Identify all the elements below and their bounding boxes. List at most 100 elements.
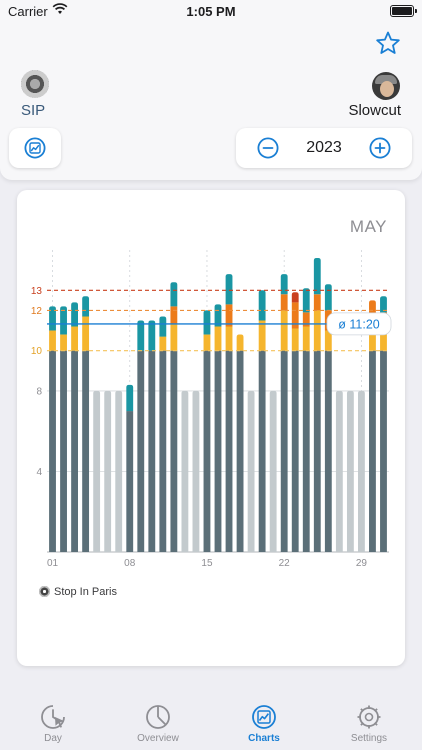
bar-segment-off <box>104 390 112 552</box>
bar-segment-off <box>192 390 200 552</box>
bar-segment-base <box>313 350 321 552</box>
bar-segment-teal <box>148 320 156 351</box>
gear-icon <box>357 705 381 729</box>
minus-circle-icon[interactable] <box>257 137 279 159</box>
bar-segment-off <box>269 390 277 552</box>
tab-overview-label: Overview <box>137 733 179 744</box>
y-tick-label: 13 <box>31 286 43 297</box>
y-tick-label: 8 <box>36 386 42 397</box>
bar-segment-off <box>247 390 255 552</box>
right-profile-label[interactable]: Slowcut <box>348 102 401 119</box>
x-tick-label: 22 <box>279 558 291 569</box>
bar-segment-yellow <box>170 324 178 351</box>
bar-segment-yellow <box>82 316 90 351</box>
bar-segment-teal <box>324 284 332 311</box>
status-bar: Carrier 1:05 PM <box>0 0 422 24</box>
bar-segment-off <box>357 390 365 552</box>
bar-segment-yellow <box>236 334 244 351</box>
chart-card: MAY 4 8 10 12 13 01 08 15 22 29 ø 11:20 Stop In Pa… <box>17 190 405 666</box>
star-icon[interactable] <box>375 30 401 56</box>
x-tick-label: 29 <box>356 558 368 569</box>
wifi-icon <box>52 3 68 14</box>
tab-bar: Day Overview Charts Settings <box>0 700 422 750</box>
tab-charts[interactable]: Charts <box>219 704 309 744</box>
bar-segment-base <box>71 350 79 552</box>
user-avatar-right[interactable] <box>372 72 400 100</box>
left-profile-label[interactable]: SIP <box>21 102 46 119</box>
chart-toggle-button[interactable] <box>9 128 61 168</box>
bar-segment-yellow <box>60 334 67 351</box>
bar-segment-base <box>225 350 233 552</box>
x-tick-label: 15 <box>201 558 213 569</box>
bar-segment-teal <box>159 316 167 337</box>
bar-segment-off <box>93 390 101 552</box>
bar-segment-base <box>159 350 167 552</box>
average-label: ø 11:20 <box>338 317 380 331</box>
bar-segment-orange <box>280 294 288 311</box>
chart-line-icon <box>252 705 276 729</box>
bar-segment-teal <box>170 282 178 307</box>
bar-segment-teal <box>380 296 387 313</box>
bar-segment-base <box>170 350 178 552</box>
bar-segment-base <box>214 350 222 552</box>
bar-segment-teal <box>258 290 266 321</box>
clock-time: 1:05 PM <box>186 4 236 19</box>
bar-segment-teal <box>82 296 90 317</box>
bar-segment-teal <box>214 304 222 327</box>
bar-segment-base <box>236 350 244 552</box>
bar-segment-off <box>181 390 189 552</box>
tab-charts-label: Charts <box>248 733 280 744</box>
tab-settings-label: Settings <box>350 733 388 744</box>
chart-legend: Stop In Paris <box>39 586 117 598</box>
bar-segment-base <box>291 350 299 552</box>
bar-segment-teal <box>280 274 288 295</box>
bar-segment-orange <box>313 294 321 311</box>
y-tick-label: 12 <box>31 306 43 317</box>
bar-segment-orange <box>291 302 299 329</box>
bar-segment-yellow <box>71 326 79 351</box>
bar-segment-base <box>203 350 211 552</box>
bar-segment-base <box>380 350 387 552</box>
bar-segment-base <box>302 350 310 552</box>
tab-day-label: Day <box>44 733 62 744</box>
bar-segment-off <box>346 390 354 552</box>
average-badge <box>326 312 392 336</box>
bar-segment-teal <box>225 274 233 305</box>
bar-segment-base <box>280 350 288 552</box>
bar-segment-teal <box>313 258 321 295</box>
bar-segment-yellow <box>380 328 387 351</box>
wheel-icon <box>39 586 50 597</box>
y-tick-label: 10 <box>31 346 43 357</box>
x-tick-label: 01 <box>47 558 59 569</box>
bar-segment-yellow <box>369 320 376 351</box>
bar-segment-base <box>82 350 90 552</box>
tab-overview[interactable]: Overview <box>113 704 203 744</box>
y-tick-label: 4 <box>36 467 42 478</box>
x-tick-label: 08 <box>124 558 136 569</box>
header-panel: Carrier 1:05 PM SIP Slowcut 2023 <box>0 0 422 180</box>
bar-segment-base <box>258 350 266 552</box>
bar-segment-yellow <box>291 328 299 351</box>
bar-segment-teal <box>137 320 145 351</box>
bar-segment-red <box>291 292 299 303</box>
bar-segment-yellow <box>214 326 222 351</box>
bar-segment-teal <box>302 288 310 313</box>
month-label: MAY <box>349 217 387 236</box>
team-avatar-left[interactable] <box>21 70 49 98</box>
tab-day[interactable]: Day <box>8 704 98 744</box>
bar-segment-yellow <box>49 330 56 351</box>
plus-circle-icon[interactable] <box>369 137 391 159</box>
bar-segment-orange <box>225 304 233 327</box>
monthly-hours-chart: 4 8 10 12 13 01 08 15 22 29 ø 11:20 <box>31 250 392 569</box>
bar-segment-yellow <box>313 310 321 351</box>
bar-segment-orange <box>302 312 310 327</box>
bar-segment-base <box>324 350 332 552</box>
bar-segment-yellow <box>203 334 211 351</box>
tab-settings[interactable]: Settings <box>324 704 414 744</box>
bar-segment-base <box>60 350 67 552</box>
bar-segment-orange <box>170 306 178 325</box>
bar-segment-teal <box>71 302 79 327</box>
battery-icon <box>390 5 417 17</box>
bar-segment-base <box>137 350 145 552</box>
chart-line-icon <box>24 137 46 159</box>
